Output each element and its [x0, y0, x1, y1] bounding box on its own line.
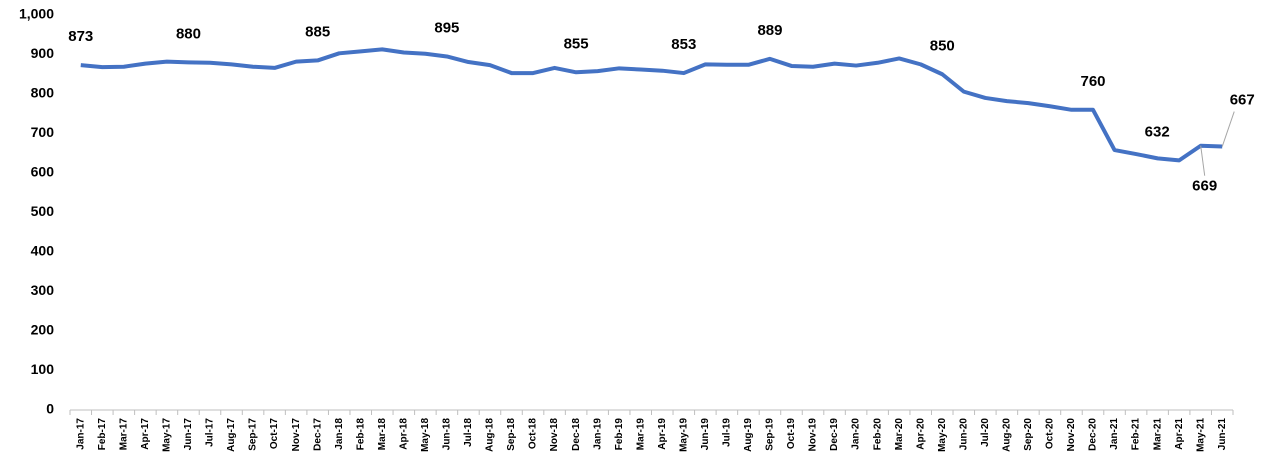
- data-label: 853: [671, 36, 696, 53]
- line-series: [80, 47, 1223, 163]
- x-tick-label: Dec-19: [829, 418, 840, 451]
- y-tick-label: 400: [31, 243, 55, 259]
- x-tick-label: Apr-19: [657, 418, 668, 450]
- y-tick-label: 200: [31, 322, 55, 338]
- data-label: 885: [305, 23, 330, 40]
- x-tick-label: Jan-17: [75, 418, 86, 450]
- x-tick-label: May-19: [678, 418, 689, 452]
- data-label: 889: [757, 22, 782, 39]
- x-tick-label: Apr-18: [398, 418, 409, 450]
- x-tick-label: Feb-21: [1131, 418, 1142, 451]
- y-tick-label: 700: [31, 124, 55, 140]
- y-tick-label: 0: [46, 401, 54, 417]
- x-tick-label: May-17: [162, 418, 173, 452]
- x-tick-label: Oct-18: [528, 418, 539, 450]
- data-label: 632: [1145, 123, 1170, 140]
- x-tick-label: Nov-18: [549, 418, 560, 452]
- y-tick-label: 900: [31, 45, 55, 61]
- y-tick-label: 300: [31, 282, 55, 298]
- y-tick-label: 100: [31, 361, 55, 377]
- y-tick-label: 500: [31, 203, 55, 219]
- x-tick-label: Mar-20: [894, 418, 905, 451]
- x-tick-label: Oct-19: [786, 418, 797, 450]
- x-tick-label: Aug-18: [485, 418, 496, 452]
- x-tick-label: Feb-20: [872, 418, 883, 451]
- x-tick-label: Aug-17: [226, 418, 237, 452]
- x-tick-label: Apr-21: [1174, 418, 1185, 450]
- x-tick-label: Jul-20: [980, 418, 991, 447]
- leader-line: [1200, 145, 1206, 176]
- x-tick-label: Jul-19: [722, 418, 733, 447]
- x-tick-label: Jun-20: [958, 418, 969, 451]
- x-tick-label: Mar-21: [1152, 418, 1163, 451]
- x-tick-label: Mar-19: [635, 418, 646, 451]
- x-tick-label: Mar-18: [377, 418, 388, 451]
- x-tick-label: Jan-19: [592, 418, 603, 450]
- x-tick-label: Jul-18: [463, 418, 474, 447]
- x-tick-label: Sep-17: [248, 418, 259, 451]
- x-tick-label: May-20: [937, 418, 948, 452]
- x-tick-label: Dec-18: [571, 418, 582, 451]
- x-tick-label: Nov-17: [291, 418, 302, 452]
- x-tick-label: Dec-17: [312, 418, 323, 451]
- x-tick-label: Nov-19: [808, 418, 819, 452]
- x-tick-label: Sep-20: [1023, 418, 1034, 451]
- x-tick-label: Feb-18: [355, 418, 366, 451]
- x-tick-label: Apr-20: [915, 418, 926, 450]
- data-label: 880: [176, 25, 201, 42]
- x-tick-label: Jan-20: [851, 418, 862, 450]
- x-tick-label: Jan-21: [1109, 418, 1120, 450]
- x-tick-label: May-21: [1195, 418, 1206, 452]
- x-tick-label: Aug-19: [743, 418, 754, 452]
- x-tick-label: Feb-19: [614, 418, 625, 451]
- x-tick-label: Jun-17: [183, 418, 194, 451]
- x-tick-label: Jul-17: [205, 418, 216, 447]
- x-tick-label: Jun-18: [442, 418, 453, 451]
- y-tick-label: 800: [31, 85, 55, 101]
- y-tick-label: 1,000: [19, 6, 54, 22]
- x-tick-label: Nov-20: [1066, 418, 1077, 452]
- x-tick-label: Mar-17: [118, 418, 129, 451]
- x-tick-label: May-18: [420, 418, 431, 452]
- data-label: 850: [930, 37, 955, 54]
- data-label: 895: [434, 19, 459, 36]
- x-tick-label: Apr-17: [140, 418, 151, 450]
- x-tick-label: Jan-18: [334, 418, 345, 450]
- y-tick-label: 600: [31, 164, 55, 180]
- x-tick-label: Jun-21: [1217, 418, 1228, 451]
- x-tick-label: Feb-17: [97, 418, 108, 451]
- data-label: 669: [1192, 178, 1217, 195]
- x-tick-label: Aug-20: [1002, 418, 1013, 452]
- data-label: 667: [1230, 92, 1255, 109]
- x-tick-label: Sep-19: [765, 418, 776, 451]
- x-tick-label: Oct-17: [269, 418, 280, 450]
- x-tick-label: Oct-20: [1045, 418, 1056, 450]
- x-tick-label: Sep-18: [506, 418, 517, 451]
- data-label: 760: [1080, 73, 1105, 90]
- leader-line: [1221, 111, 1235, 147]
- x-tick-label: Dec-20: [1088, 418, 1099, 451]
- data-label: 855: [564, 35, 589, 52]
- data-label: 873: [68, 28, 93, 45]
- x-tick-label: Jun-19: [700, 418, 711, 451]
